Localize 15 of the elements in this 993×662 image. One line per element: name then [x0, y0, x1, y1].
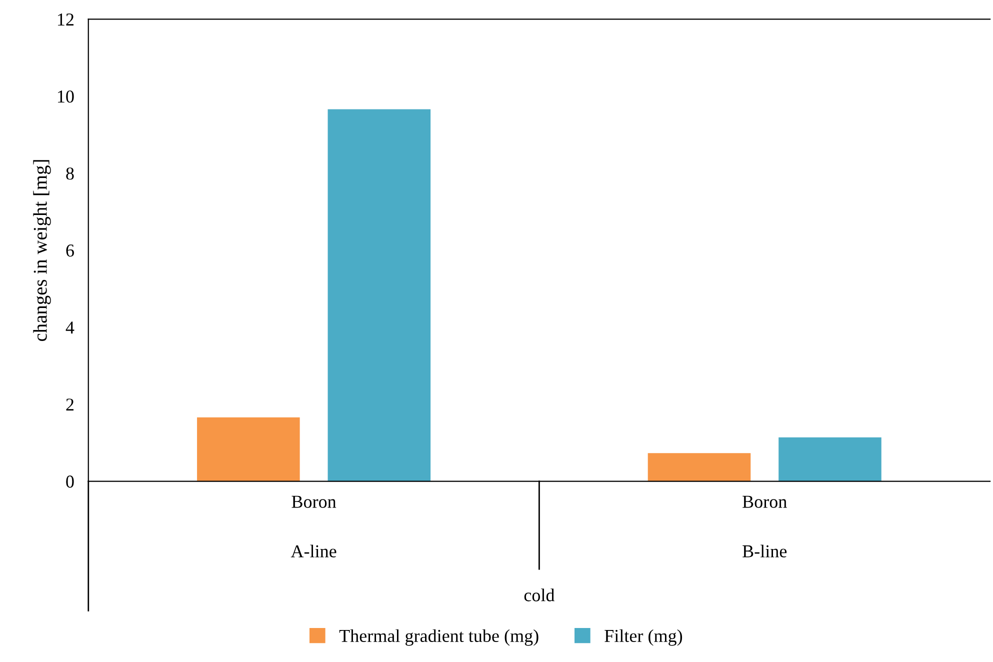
- y-tick-label: 4: [66, 322, 74, 334]
- y-tick-label: 2: [66, 398, 74, 411]
- legend-label: Filter (mg): [604, 629, 682, 646]
- y-axis-title: changes in weight [mg]: [33, 160, 51, 342]
- y-tick-label: 8: [66, 167, 74, 180]
- y-tick-label: 12: [58, 14, 74, 26]
- text: cold: [524, 588, 555, 602]
- x-tick-label: Boron: [742, 496, 787, 508]
- text: B-line: [742, 544, 787, 558]
- y-tick-label: 6: [66, 244, 74, 257]
- text: A-line: [290, 544, 336, 558]
- x-tick-label: Boron: [292, 496, 336, 508]
- y-tick-label: 0: [66, 476, 74, 488]
- y-tick-label: 10: [58, 90, 74, 103]
- legend-label: Thermal gradient tube (mg): [339, 629, 538, 646]
